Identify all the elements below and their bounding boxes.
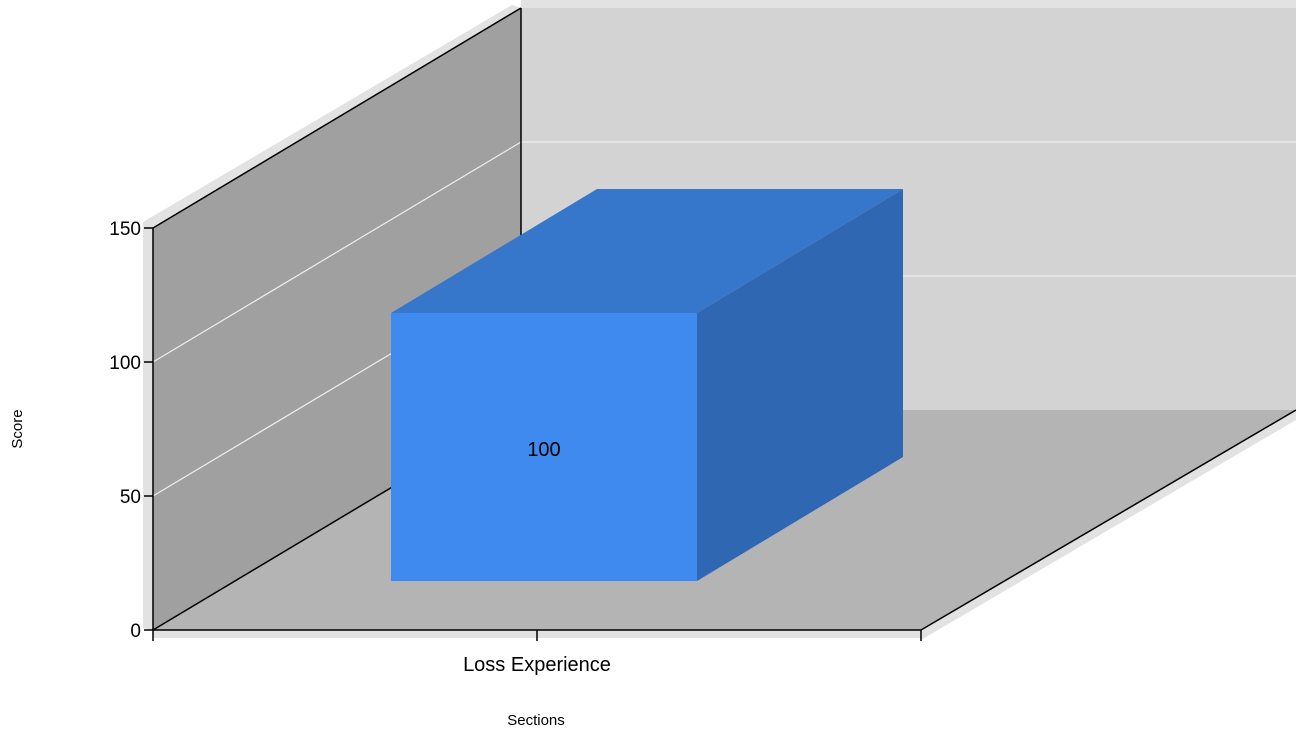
y-tick-label: 0	[130, 621, 141, 642]
floor-right-edge	[921, 410, 1296, 640]
side-wall	[153, 8, 521, 630]
bar-top-face	[391, 189, 903, 313]
side-wall-top-edge	[152, 7, 522, 229]
bar-1: 100	[391, 189, 903, 581]
y-axis-title: Score	[9, 409, 26, 448]
x-axis-title: Sections	[507, 712, 565, 729]
y-tick-label: 150	[109, 219, 141, 240]
bars: 100	[391, 189, 903, 581]
x-axis-ticks: Loss Experience	[152, 630, 922, 676]
bar-data-label: 100	[527, 439, 560, 461]
bar-front-face	[391, 313, 697, 581]
bar-side-face	[697, 189, 903, 581]
y-tick-label: 100	[109, 353, 141, 374]
x-category-label: Loss Experience	[463, 654, 611, 676]
y-axis-ticks: 0 50 100 150	[109, 219, 153, 642]
back-wall-edge	[521, 0, 1296, 8]
y-tick-label: 50	[120, 487, 141, 508]
floor-right-edge-line	[920, 409, 1296, 631]
